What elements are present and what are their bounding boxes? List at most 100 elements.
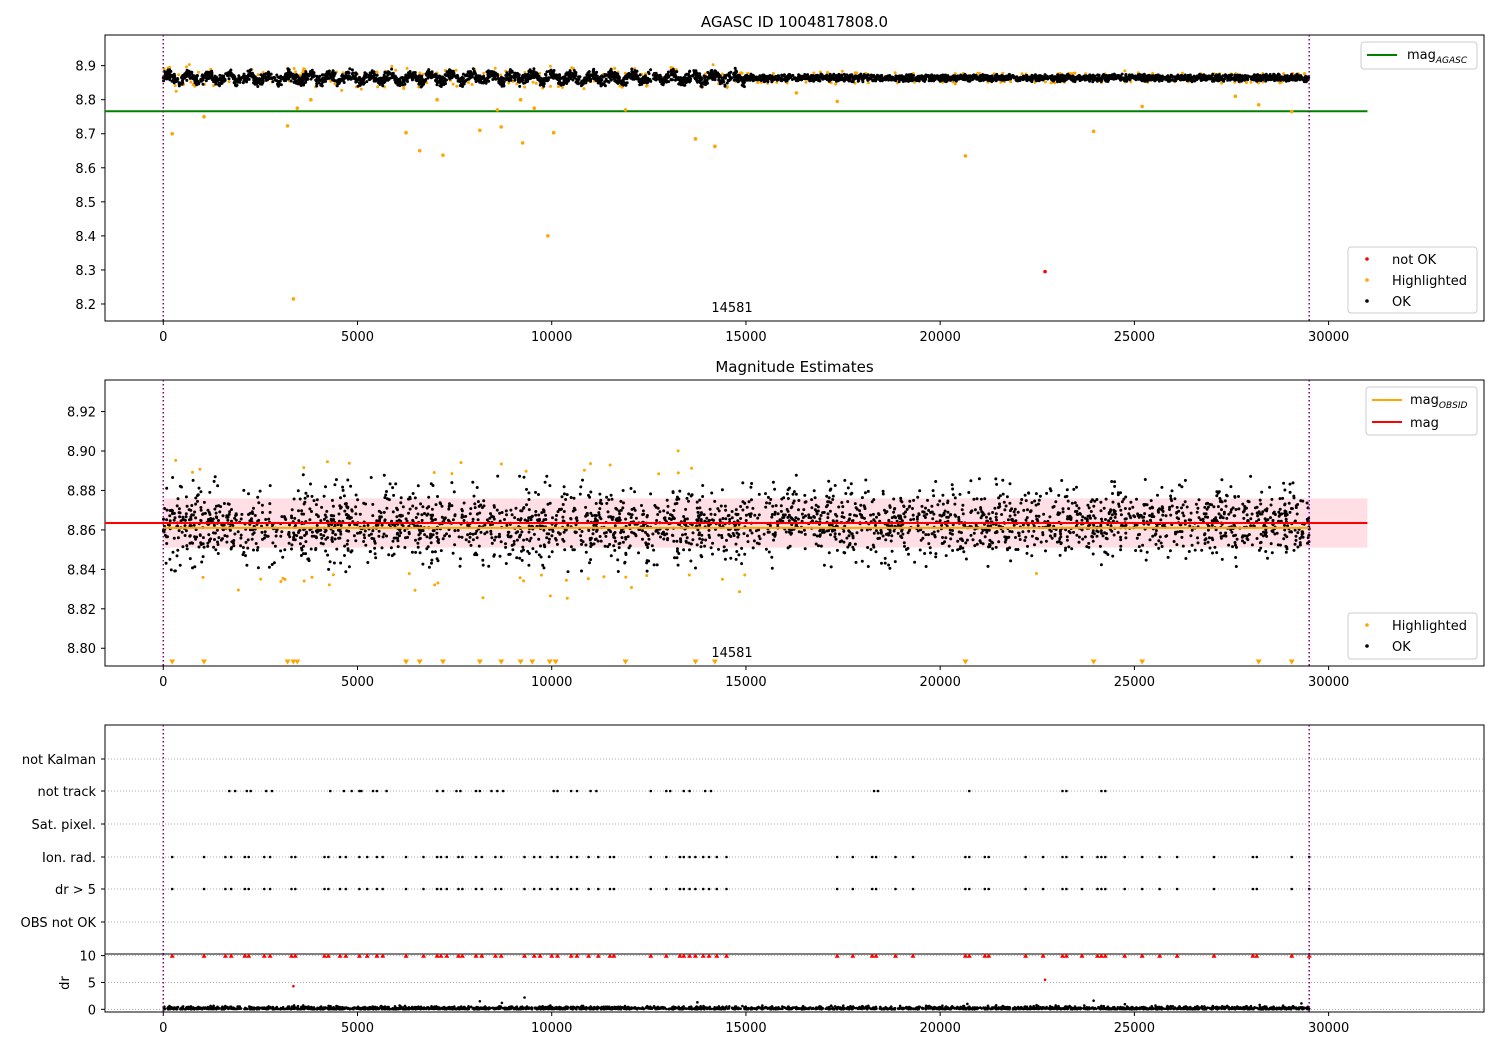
highlighted-point xyxy=(835,99,840,104)
y-tick-label: 8.84 xyxy=(67,563,96,578)
x-tick-label: 5000 xyxy=(341,675,374,690)
y-tick-label: 8.3 xyxy=(75,264,96,279)
x-tick-label: 15000 xyxy=(725,1021,766,1036)
highlighted-point xyxy=(285,124,290,128)
below-range-marker xyxy=(546,659,553,665)
highlighted-point xyxy=(1140,104,1144,109)
dr-clipped-marker xyxy=(595,953,601,958)
highlighted-point xyxy=(441,153,445,157)
magnitude-obs-label: 14581 xyxy=(711,646,752,661)
highlighted-point xyxy=(551,130,556,135)
dr-clipped-marker xyxy=(677,953,683,958)
dr-clipped-marker xyxy=(498,953,504,958)
dr-clipped-marker xyxy=(962,953,968,958)
category-label: dr > 5 xyxy=(55,883,96,898)
below-range-marker xyxy=(416,659,423,665)
highlighted-point xyxy=(309,97,313,102)
dr-clipped-marker xyxy=(473,953,479,958)
dr-clipped-marker xyxy=(1157,953,1163,958)
highlighted-point xyxy=(713,144,717,149)
y-tick-label: 8.2 xyxy=(75,298,96,313)
dr-clipped-marker xyxy=(1023,953,1029,958)
dr-axis-label: dr xyxy=(58,976,73,990)
dr-clipped-marker xyxy=(1211,953,1217,958)
dr-clipped-marker xyxy=(356,953,362,958)
dr-clipped-marker xyxy=(700,953,706,958)
dr-outlier-point xyxy=(1092,999,1095,1003)
x-tick-label: 30000 xyxy=(1308,675,1349,690)
agasc-axes: 0 5000 10000 15000 20000 25000 30000 8.2 8.3 8.4 8… xyxy=(75,60,1349,345)
dr-clipped-marker xyxy=(1122,953,1128,958)
dr-clipped-marker xyxy=(364,953,370,958)
category-label: OBS not OK xyxy=(21,916,97,931)
x-tick-label: 25000 xyxy=(1114,1021,1155,1036)
below-range-marker xyxy=(622,659,629,665)
dr-clipped-marker xyxy=(246,953,252,958)
x-tick-label: 5000 xyxy=(341,1021,374,1036)
dr-clipped-marker xyxy=(834,953,840,958)
agasc-panel-title: AGASC ID 1004817808.0 xyxy=(701,13,888,31)
below-range-marker xyxy=(552,659,559,665)
y-tick-label: 8.86 xyxy=(67,524,96,539)
dr-outlier-point xyxy=(292,984,295,988)
dr-clipped-marker xyxy=(1254,953,1260,958)
x-tick-label: 20000 xyxy=(919,675,960,690)
highlighted-point xyxy=(170,131,175,136)
below-range-marker xyxy=(498,659,505,665)
y-tick-label: 8.90 xyxy=(67,445,96,460)
dr-clipped-marker xyxy=(325,953,331,958)
dr-clipped-marker xyxy=(261,953,267,958)
magnitude-marker-legend[interactable]: Highlighted OK xyxy=(1347,612,1478,660)
y-tick-label: 5 xyxy=(88,976,96,991)
x-tick-label: 0 xyxy=(159,675,167,690)
below-range-marker xyxy=(962,659,969,665)
below-range-marker xyxy=(529,659,536,665)
agasc-line-legend[interactable]: magAGASC xyxy=(1360,41,1478,70)
dr-clipped-marker xyxy=(648,953,654,958)
below-range-marker xyxy=(169,659,176,665)
dr-clipped-marker xyxy=(1306,953,1312,958)
highlighted-point xyxy=(295,106,300,111)
legend-ok-label-2: OK xyxy=(1392,640,1411,655)
below-range-marker xyxy=(1288,659,1295,665)
dr-clipped-marker xyxy=(242,953,248,958)
x-tick-label: 20000 xyxy=(919,1021,960,1036)
magnitude-line-legend[interactable]: magOBSID mag xyxy=(1365,386,1478,436)
highlighted-point xyxy=(693,137,698,141)
dr-clipped-marker xyxy=(706,953,712,958)
dr-clipped-marker xyxy=(1060,953,1066,958)
dr-clipped-marker xyxy=(607,953,613,958)
x-tick-label: 25000 xyxy=(1114,675,1155,690)
x-tick-label: 10000 xyxy=(531,330,572,345)
agasc-marker-legend[interactable]: not OK Highlighted OK xyxy=(1347,246,1478,314)
dr-clipped-marker xyxy=(201,953,207,958)
dr-clipped-marker xyxy=(455,953,461,958)
dr-clipped-marker xyxy=(1094,953,1100,958)
dr-clipped-marker xyxy=(343,953,349,958)
dr-clipped-marker xyxy=(714,953,720,958)
x-tick-label: 25000 xyxy=(1114,330,1155,345)
dr-clipped-marker xyxy=(574,953,580,958)
highlighted-point xyxy=(1256,102,1261,107)
dr-clipped-marker xyxy=(850,953,856,958)
highlighted-point xyxy=(963,154,968,158)
legend-not-ok-marker xyxy=(1365,257,1369,261)
y-tick-label: 8.6 xyxy=(75,162,96,177)
dr-clipped-marker xyxy=(982,953,988,958)
agasc-marker-legend-box xyxy=(1347,246,1478,314)
dr-clipped-marker xyxy=(479,953,485,958)
dr-panel-frame xyxy=(104,953,1485,1013)
dr-plot-area xyxy=(105,953,1484,1012)
x-tick-label: 0 xyxy=(159,330,167,345)
legend-highlighted-label: Highlighted xyxy=(1392,274,1467,289)
magnitude-marker-legend-box xyxy=(1347,612,1478,660)
x-tick-label: 30000 xyxy=(1308,1021,1349,1036)
highlighted-point xyxy=(1233,94,1238,99)
below-range-marker xyxy=(692,659,699,665)
dr-clipped-marker xyxy=(434,953,440,958)
below-range-marker xyxy=(284,659,291,665)
flags-plot-area xyxy=(105,725,1484,954)
dr-clipped-marker xyxy=(288,953,294,958)
dr-outlier-point xyxy=(478,999,482,1003)
